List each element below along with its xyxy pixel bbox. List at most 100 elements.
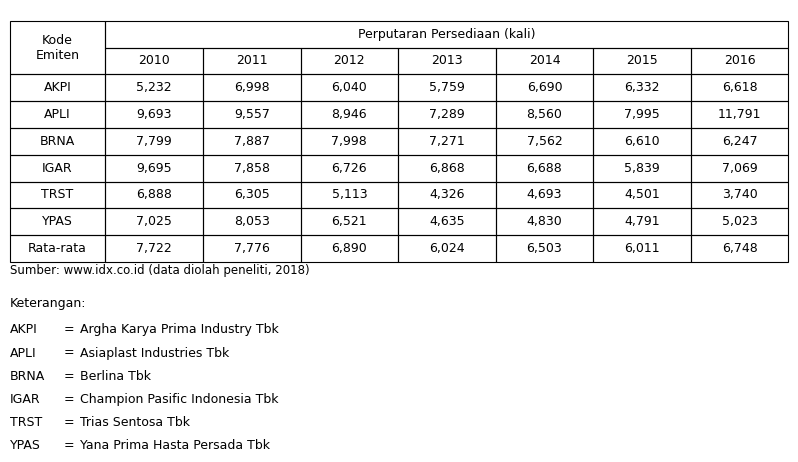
Bar <box>301 48 398 74</box>
Bar <box>398 155 496 182</box>
Text: 7,722: 7,722 <box>136 242 172 255</box>
Bar <box>593 128 691 155</box>
Bar <box>301 235 398 262</box>
Bar <box>593 155 691 182</box>
Text: 2015: 2015 <box>626 55 658 67</box>
Bar <box>105 21 788 48</box>
Text: 6,888: 6,888 <box>136 188 172 201</box>
Bar <box>496 74 593 101</box>
Text: BRNA: BRNA <box>40 135 75 148</box>
Text: 7,858: 7,858 <box>234 162 270 175</box>
Text: 6,610: 6,610 <box>624 135 660 148</box>
Text: 5,023: 5,023 <box>721 215 757 228</box>
Bar <box>691 48 788 74</box>
Bar <box>10 21 105 74</box>
Text: =: = <box>64 393 74 406</box>
Text: 4,635: 4,635 <box>429 215 464 228</box>
Text: =: = <box>64 346 74 359</box>
Text: 6,868: 6,868 <box>429 162 464 175</box>
Bar <box>203 48 301 74</box>
Bar <box>10 182 105 208</box>
Bar <box>10 101 105 128</box>
Text: 2013: 2013 <box>431 55 463 67</box>
Bar <box>301 182 398 208</box>
Text: 9,557: 9,557 <box>234 108 270 121</box>
Text: YPAS: YPAS <box>10 439 41 452</box>
Text: 9,695: 9,695 <box>136 162 172 175</box>
Text: 6,024: 6,024 <box>429 242 464 255</box>
Bar <box>398 182 496 208</box>
Text: 4,326: 4,326 <box>429 188 464 201</box>
Bar <box>691 235 788 262</box>
Bar <box>105 235 203 262</box>
Bar <box>105 182 203 208</box>
Text: 6,011: 6,011 <box>624 242 660 255</box>
Text: =: = <box>64 370 74 383</box>
Text: 7,025: 7,025 <box>136 215 172 228</box>
Text: 6,247: 6,247 <box>722 135 757 148</box>
Text: APLI: APLI <box>10 346 36 359</box>
Text: AKPI: AKPI <box>44 81 71 94</box>
Text: 6,748: 6,748 <box>721 242 757 255</box>
Text: 6,726: 6,726 <box>331 162 367 175</box>
Bar <box>10 74 105 101</box>
Bar <box>203 128 301 155</box>
Text: 6,690: 6,690 <box>527 81 563 94</box>
Bar <box>691 182 788 208</box>
Text: 5,759: 5,759 <box>429 81 465 94</box>
Text: 8,560: 8,560 <box>527 108 563 121</box>
Text: 7,887: 7,887 <box>234 135 270 148</box>
Bar <box>203 208 301 235</box>
Bar <box>691 74 788 101</box>
Text: Trias Sentosa Tbk: Trias Sentosa Tbk <box>80 416 190 429</box>
Bar <box>105 155 203 182</box>
Text: Perputaran Persediaan (kali): Perputaran Persediaan (kali) <box>358 28 535 41</box>
Text: 8,053: 8,053 <box>234 215 270 228</box>
Bar <box>105 208 203 235</box>
Text: Keterangan:: Keterangan: <box>10 297 86 310</box>
Bar <box>105 48 203 74</box>
Bar <box>105 101 203 128</box>
Text: 2016: 2016 <box>724 55 756 67</box>
Bar <box>10 128 105 155</box>
Bar <box>691 155 788 182</box>
Bar <box>691 101 788 128</box>
Text: 11,791: 11,791 <box>718 108 761 121</box>
Text: 5,232: 5,232 <box>136 81 172 94</box>
Text: 7,799: 7,799 <box>136 135 172 148</box>
Bar <box>398 208 496 235</box>
Text: 6,998: 6,998 <box>234 81 270 94</box>
Text: 6,305: 6,305 <box>234 188 270 201</box>
Text: Rata-rata: Rata-rata <box>28 242 87 255</box>
Bar <box>593 208 691 235</box>
Bar <box>593 182 691 208</box>
Bar <box>301 155 398 182</box>
Text: Asiaplast Industries Tbk: Asiaplast Industries Tbk <box>80 346 229 359</box>
Text: 7,562: 7,562 <box>527 135 563 148</box>
Bar <box>496 101 593 128</box>
Text: 4,791: 4,791 <box>624 215 660 228</box>
Text: 5,113: 5,113 <box>331 188 367 201</box>
Bar <box>203 101 301 128</box>
Text: 2011: 2011 <box>236 55 267 67</box>
Text: =: = <box>64 323 74 336</box>
Text: 4,693: 4,693 <box>527 188 563 201</box>
Text: IGAR: IGAR <box>10 393 40 406</box>
Bar <box>398 235 496 262</box>
Text: 7,069: 7,069 <box>721 162 757 175</box>
Bar <box>496 155 593 182</box>
Text: 4,501: 4,501 <box>624 188 660 201</box>
Bar <box>593 48 691 74</box>
Bar <box>105 128 203 155</box>
Bar <box>496 128 593 155</box>
Text: TRST: TRST <box>41 188 73 201</box>
Text: Yana Prima Hasta Persada Tbk: Yana Prima Hasta Persada Tbk <box>80 439 270 452</box>
Text: Sumber: www.idx.co.id (data diolah peneliti, 2018): Sumber: www.idx.co.id (data diolah penel… <box>10 264 309 277</box>
Bar <box>496 208 593 235</box>
Text: Champion Pasific Indonesia Tbk: Champion Pasific Indonesia Tbk <box>80 393 279 406</box>
Text: 4,830: 4,830 <box>527 215 563 228</box>
Bar <box>203 182 301 208</box>
Text: 6,332: 6,332 <box>624 81 660 94</box>
Text: 5,839: 5,839 <box>624 162 660 175</box>
Bar <box>105 74 203 101</box>
